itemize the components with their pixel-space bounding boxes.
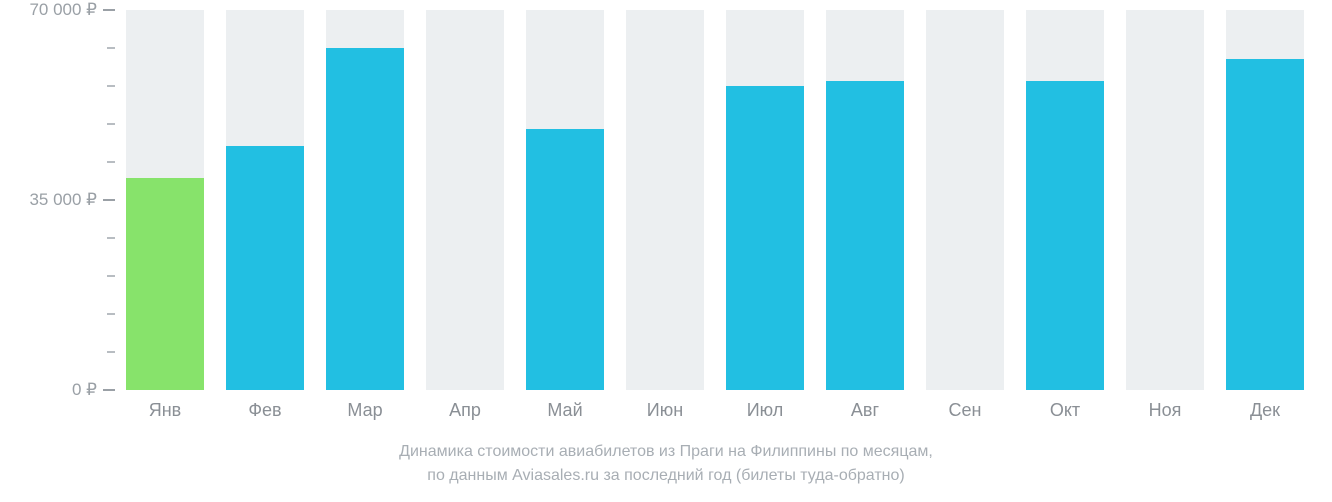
y-minor-tick — [107, 351, 115, 353]
bar-slot — [115, 10, 215, 390]
caption-line-1: Динамика стоимости авиабилетов из Праги … — [399, 443, 933, 460]
bar — [226, 146, 304, 390]
bar — [1226, 59, 1304, 390]
price-dynamics-chart: 0 ₽35 000 ₽70 000 ₽ ЯнвФевМарАпрМайИюнИю… — [0, 0, 1332, 502]
bar — [1026, 81, 1104, 390]
x-tick-label: Дек — [1215, 400, 1315, 430]
bar — [126, 178, 204, 390]
bar — [326, 48, 404, 390]
y-axis: 0 ₽35 000 ₽70 000 ₽ — [0, 10, 115, 390]
y-tick-label: 35 000 ₽ — [29, 190, 97, 210]
x-tick-label: Фев — [215, 400, 315, 430]
bar-slot — [815, 10, 915, 390]
bar-background — [626, 10, 704, 390]
x-tick-label: Мар — [315, 400, 415, 430]
bar-slot — [315, 10, 415, 390]
x-tick-label: Апр — [415, 400, 515, 430]
y-minor-tick — [107, 85, 115, 87]
bar-slot — [415, 10, 515, 390]
bar — [826, 81, 904, 390]
bar-slot — [215, 10, 315, 390]
bar — [526, 129, 604, 390]
y-tick-mark — [103, 389, 115, 391]
y-minor-tick — [107, 47, 115, 49]
caption-line-2: по данным Aviasales.ru за последний год … — [427, 467, 904, 484]
x-tick-label: Май — [515, 400, 615, 430]
y-tick-label: 70 000 ₽ — [29, 0, 97, 20]
plot-area — [115, 10, 1315, 390]
x-tick-label: Янв — [115, 400, 215, 430]
bar-slot — [715, 10, 815, 390]
x-tick-label: Сен — [915, 400, 1015, 430]
x-tick-label: Ноя — [1115, 400, 1215, 430]
bar-slot — [1115, 10, 1215, 390]
x-tick-label: Июл — [715, 400, 815, 430]
y-minor-tick — [107, 123, 115, 125]
y-minor-tick — [107, 161, 115, 163]
x-tick-label: Июн — [615, 400, 715, 430]
bar-slot — [1215, 10, 1315, 390]
chart-caption: Динамика стоимости авиабилетов из Праги … — [0, 440, 1332, 488]
y-tick-mark — [103, 199, 115, 201]
y-tick-label: 0 ₽ — [72, 380, 97, 400]
bar-slot — [1015, 10, 1115, 390]
bar-slot — [615, 10, 715, 390]
bar-background — [926, 10, 1004, 390]
bar-background — [426, 10, 504, 390]
bar-background — [1126, 10, 1204, 390]
bar — [726, 86, 804, 390]
y-minor-tick — [107, 275, 115, 277]
bar-slot — [515, 10, 615, 390]
x-tick-label: Авг — [815, 400, 915, 430]
x-axis-labels: ЯнвФевМарАпрМайИюнИюлАвгСенОктНояДек — [115, 400, 1315, 430]
y-tick-mark — [103, 9, 115, 11]
y-minor-tick — [107, 313, 115, 315]
y-minor-tick — [107, 237, 115, 239]
x-tick-label: Окт — [1015, 400, 1115, 430]
bar-slot — [915, 10, 1015, 390]
